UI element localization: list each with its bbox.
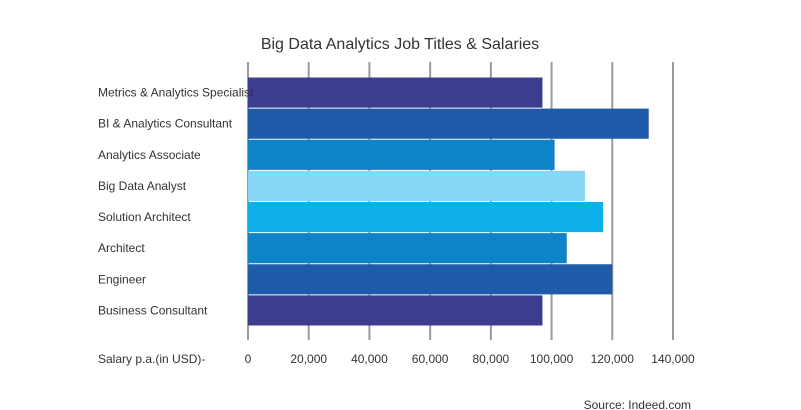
x-tick-label: 80,000 (473, 352, 510, 366)
category-label: BI & Analytics Consultant (98, 117, 233, 131)
chart-title: Big Data Analytics Job Titles & Salaries (261, 36, 539, 53)
bar (248, 233, 567, 264)
bar (248, 139, 555, 170)
bar (248, 108, 649, 139)
bar (248, 295, 543, 326)
x-tick-label: 120,000 (591, 352, 635, 366)
category-label: Metrics & Analytics Specialist (98, 86, 254, 100)
bar (248, 264, 613, 295)
category-labels: Metrics & Analytics Specialist BI & Analy… (98, 86, 254, 318)
x-tick-label: 100,000 (530, 352, 574, 366)
x-tick-label: 40,000 (351, 352, 388, 366)
bar (248, 170, 585, 201)
x-tick-label: 140,000 (651, 352, 695, 366)
bar (248, 77, 543, 108)
x-tick-label: 60,000 (412, 352, 449, 366)
source-note: Source: Indeed.com (584, 398, 691, 410)
category-label: Big Data Analyst (98, 179, 187, 193)
bars (248, 77, 649, 326)
category-label: Architect (98, 241, 145, 255)
bar (248, 202, 604, 233)
x-axis-label: Salary p.a.(in USD)- (98, 352, 205, 366)
category-label: Solution Architect (98, 210, 191, 224)
category-label: Engineer (98, 272, 146, 286)
x-tick-labels: 0 20,000 40,000 60,000 80,000 100,000 120,000 1… (245, 352, 695, 366)
x-tick-label: 20,000 (290, 352, 327, 366)
category-label: Analytics Associate (98, 148, 201, 162)
category-label: Business Consultant (98, 303, 208, 317)
x-tick-label: 0 (245, 352, 252, 366)
